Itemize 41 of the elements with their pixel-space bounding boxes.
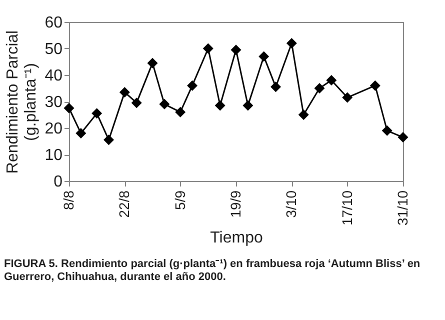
- point: [175, 106, 186, 118]
- x-tick-label: 17/10: [338, 190, 355, 226]
- y-tick-label: 30: [44, 94, 63, 111]
- x-tick-label: 8/8: [60, 190, 76, 210]
- text: FIGURA 5. Rendimiento parcial (g·planta⁻¹) en frambuesa roja ‘Autumn Bliss’ en Guerrero, Chihuahua, durante el año 2000.: [4, 258, 422, 284]
- y-tick-label: 0: [54, 174, 63, 190]
- x-tick-label: 5/9: [172, 190, 188, 210]
- point: [242, 100, 254, 111]
- point: [398, 132, 408, 143]
- point: [286, 38, 297, 48]
- y-tick-label: 60: [44, 14, 63, 32]
- point: [326, 75, 337, 86]
- x-axis-title: Tiempo: [210, 230, 263, 247]
- y-tick-label: 40: [44, 68, 63, 84]
- point: [147, 58, 158, 68]
- point: [214, 100, 226, 111]
- y-tick-label: 20: [44, 120, 63, 138]
- point: [342, 92, 353, 103]
- point: [131, 98, 142, 108]
- point: [258, 51, 270, 62]
- point: [298, 110, 309, 120]
- y-tick-label: 50: [44, 41, 63, 58]
- point: [270, 82, 282, 92]
- x-tick-label: 19/9: [228, 190, 244, 218]
- point: [370, 80, 380, 91]
- y-axis-title: Rendimiento Parcial (g.planta⁻¹): [4, 30, 40, 174]
- point: [230, 44, 242, 56]
- point: [104, 134, 114, 146]
- point: [187, 80, 198, 91]
- point: [382, 125, 392, 136]
- x-tick-label: 31/10: [394, 190, 410, 226]
- point: [119, 86, 130, 98]
- point: [202, 43, 214, 54]
- point: [64, 102, 74, 114]
- point: [92, 108, 102, 119]
- point: [314, 83, 325, 94]
- x-tick-label: 22/8: [116, 190, 132, 218]
- point: [159, 98, 170, 110]
- point: [76, 128, 86, 139]
- y-tick-label: 10: [44, 147, 63, 164]
- x-tick-label: 3/10: [283, 190, 300, 218]
